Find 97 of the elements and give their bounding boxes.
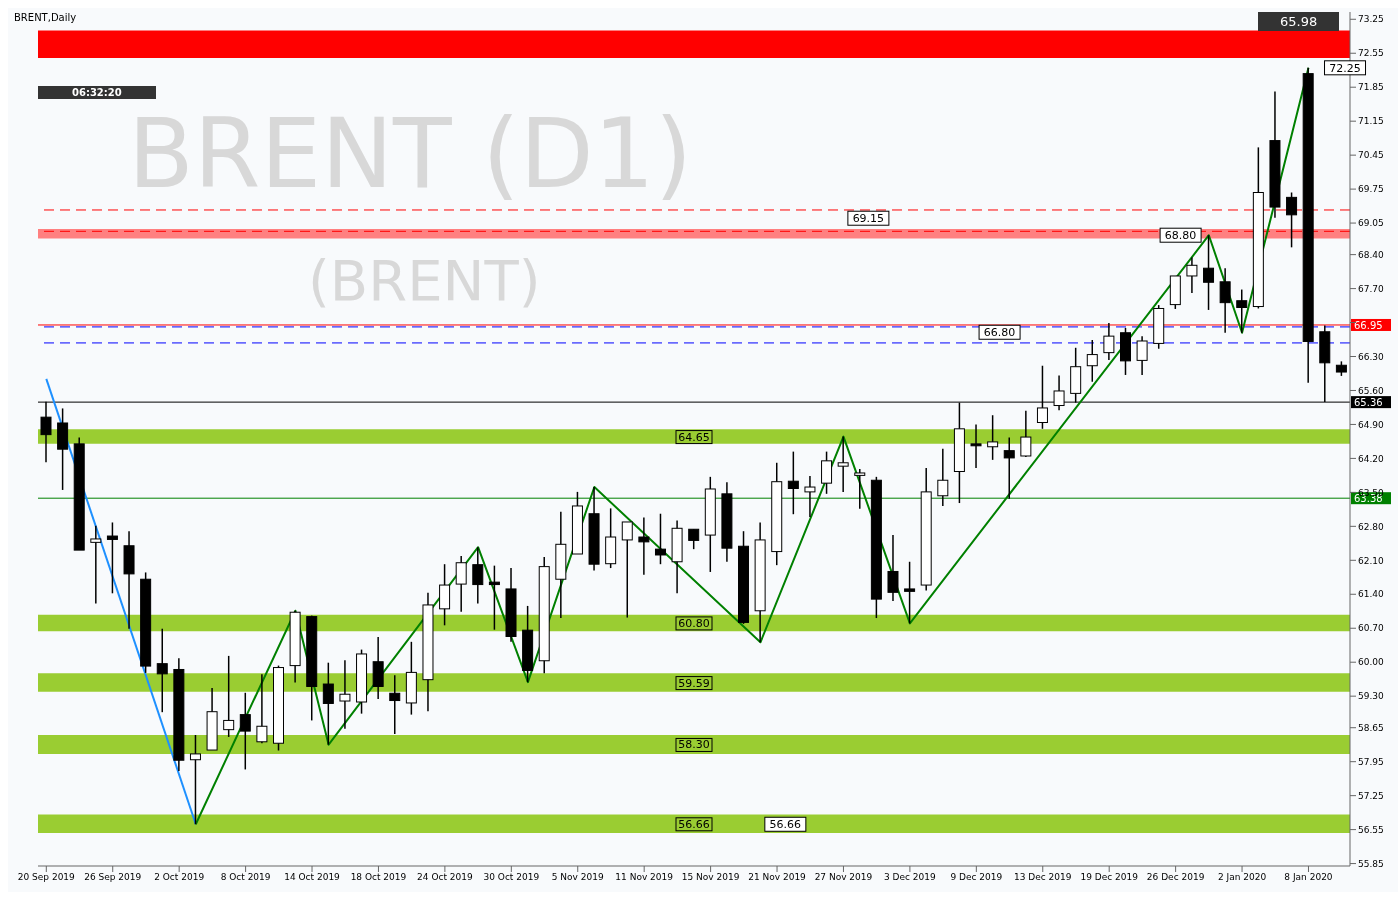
x-tick-label: 27 Nov 2019: [814, 872, 873, 883]
y-tick-label: 58.65: [1358, 722, 1384, 733]
x-tick-label: 11 Nov 2019: [615, 872, 674, 883]
candlestick: [688, 528, 700, 550]
candlestick: [1103, 322, 1115, 361]
candlestick: [256, 673, 268, 744]
y-tick-label: 57.25: [1358, 790, 1384, 801]
candlestick: [389, 674, 401, 735]
annotation: 66.80: [983, 326, 1016, 340]
ref-line-label: 65.36: [1354, 397, 1383, 409]
band-label: 56.66: [678, 817, 710, 831]
annotation: 68.80: [1164, 229, 1197, 243]
x-tick-label: 15 Nov 2019: [681, 872, 740, 883]
x-tick-label: 13 Dec 2019: [1014, 872, 1072, 883]
y-tick-label: 72.55: [1358, 48, 1384, 59]
candlestick: [189, 734, 201, 826]
x-tick-label: 5 Nov 2019: [551, 872, 604, 883]
x-tick-label: 21 Nov 2019: [748, 872, 807, 883]
candlestick: [887, 534, 899, 602]
y-tick-label: 61.40: [1358, 589, 1385, 600]
candlestick: [156, 627, 168, 713]
x-tick-label: 14 Oct 2019: [284, 872, 341, 883]
y-tick-label: 62.10: [1358, 555, 1385, 566]
band-label: 64.65: [678, 430, 710, 444]
y-tick-label: 69.75: [1358, 184, 1384, 195]
x-tick-label: 8 Oct 2019: [220, 872, 271, 883]
candlestick: [1186, 256, 1198, 294]
candlestick: [439, 563, 451, 627]
candlestick: [1020, 410, 1032, 458]
candlestick: [322, 661, 334, 746]
band-label: 60.80: [678, 616, 710, 630]
candlestick: [837, 435, 849, 493]
y-tick-label: 64.20: [1358, 453, 1385, 464]
band-label: 58.30: [678, 738, 710, 752]
y-tick-label: 66.30: [1358, 351, 1385, 362]
y-tick-label: 59.30: [1358, 691, 1385, 702]
x-tick-label: 18 Oct 2019: [350, 872, 407, 883]
y-tick-label: 60.00: [1358, 657, 1385, 668]
candlestick: [90, 525, 102, 605]
candlestick: [787, 450, 799, 515]
x-tick-label: 9 Dec 2019: [950, 872, 1003, 883]
annotation: 72.25: [1329, 61, 1361, 75]
x-tick-label: 2 Jan 2020: [1217, 872, 1267, 883]
candlestick: [339, 659, 351, 730]
band-label: 59.59: [678, 676, 710, 690]
y-tick-label: 70.45: [1358, 150, 1384, 161]
y-tick-label: 71.85: [1358, 82, 1384, 93]
candlestick: [854, 468, 866, 510]
candlestick: [937, 447, 949, 507]
candlestick: [621, 521, 633, 619]
y-tick-label: 68.40: [1358, 249, 1385, 260]
y-tick-label: 57.95: [1358, 756, 1384, 767]
annotation: 69.15: [852, 212, 885, 226]
candlestick: [987, 414, 999, 461]
x-tick-label: 20 Sep 2019: [17, 872, 76, 883]
candlestick: [1236, 288, 1248, 334]
candlestick: [1136, 335, 1148, 376]
candlestick: [904, 561, 916, 625]
candlestick: [455, 555, 467, 613]
annotation: 56.66: [769, 818, 802, 832]
y-tick-label: 69.05: [1358, 218, 1384, 229]
candlestick: [1203, 234, 1215, 311]
x-tick-label: 30 Oct 2019: [483, 872, 540, 883]
x-tick-label: 26 Sep 2019: [84, 872, 142, 883]
candlestick: [804, 475, 816, 518]
candlestick: [488, 564, 500, 631]
candlestick: [654, 512, 666, 565]
ref-line-label: 66.95: [1354, 319, 1383, 331]
candlestick: [106, 521, 118, 595]
y-tick-label: 71.15: [1358, 116, 1384, 127]
info-box: 06:32:20: [38, 86, 156, 99]
x-tick-label: 3 Dec 2019: [884, 872, 937, 883]
candlestick: [638, 516, 650, 576]
candlestick: [239, 692, 251, 771]
x-tick-label: 24 Oct 2019: [417, 872, 473, 883]
candlestick: [223, 655, 235, 738]
y-tick-label: 67.70: [1358, 283, 1385, 294]
candlestick: [1003, 436, 1015, 500]
y-tick-label: 62.80: [1358, 521, 1385, 532]
x-tick-label: 8 Jan 2020: [1284, 872, 1333, 883]
y-tick-label: 55.85: [1358, 858, 1384, 869]
candlestick: [1286, 191, 1298, 249]
y-tick-label: 73.25: [1358, 14, 1384, 25]
info-box: 65.98: [1258, 12, 1340, 31]
x-tick-label: 2 Oct 2019: [154, 872, 205, 883]
y-tick-label: 65.60: [1358, 385, 1385, 396]
y-tick-label: 64.90: [1358, 419, 1385, 430]
candlestick: [1219, 267, 1231, 334]
candlestick: [821, 450, 833, 495]
y-tick-label: 56.55: [1358, 824, 1384, 835]
x-tick-label: 19 Dec 2019: [1080, 872, 1139, 883]
y-tick-label: 60.70: [1358, 623, 1385, 634]
candlestick: [472, 546, 484, 605]
chart-title: BRENT,Daily: [14, 12, 77, 23]
x-tick-label: 26 Dec 2019: [1146, 872, 1205, 883]
candlestick: [970, 423, 982, 469]
candlestick: [1086, 339, 1098, 383]
